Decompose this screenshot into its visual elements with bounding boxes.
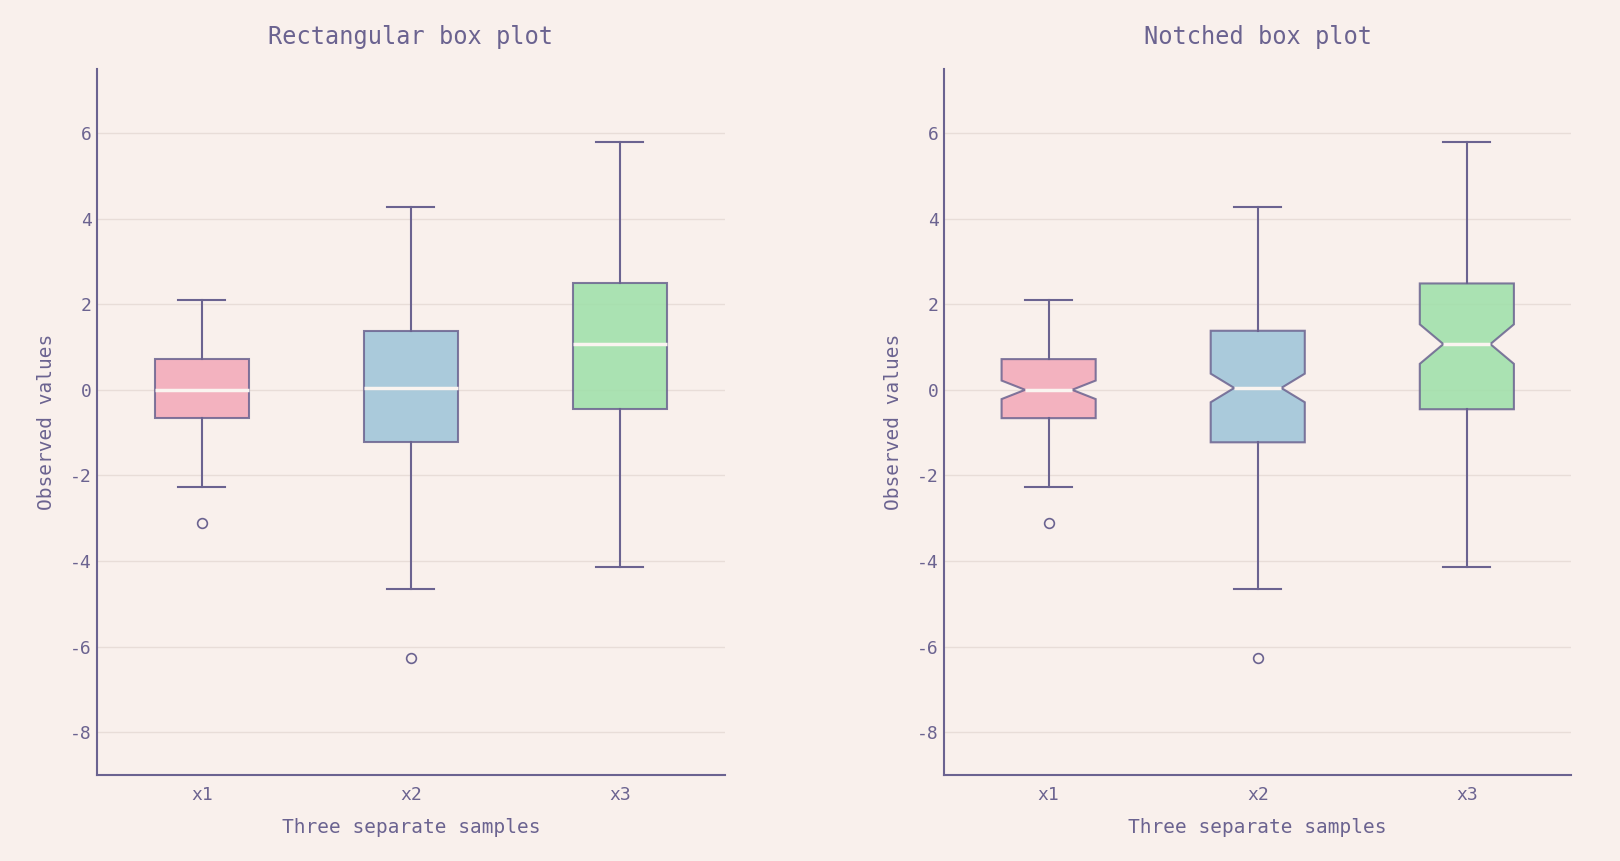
Title: Notched box plot: Notched box plot — [1144, 25, 1372, 49]
X-axis label: Three separate samples: Three separate samples — [1129, 818, 1387, 837]
PathPatch shape — [1419, 283, 1515, 409]
PathPatch shape — [1001, 359, 1095, 418]
X-axis label: Three separate samples: Three separate samples — [282, 818, 539, 837]
PathPatch shape — [1210, 331, 1304, 443]
Y-axis label: Observed values: Observed values — [885, 334, 902, 510]
PathPatch shape — [154, 359, 249, 418]
PathPatch shape — [573, 283, 667, 409]
Y-axis label: Observed values: Observed values — [37, 334, 57, 510]
PathPatch shape — [364, 331, 458, 443]
Title: Rectangular box plot: Rectangular box plot — [269, 25, 554, 49]
